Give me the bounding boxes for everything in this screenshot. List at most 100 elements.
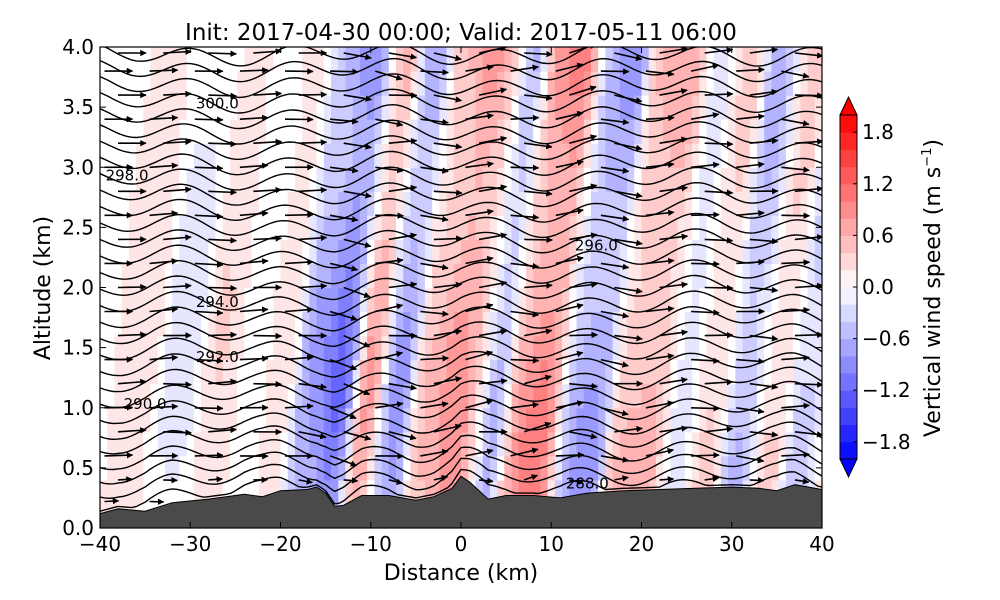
wind-cell	[605, 119, 614, 144]
wind-cell	[439, 407, 448, 433]
wind-cell	[237, 239, 245, 265]
wind-cell	[323, 215, 332, 240]
wind-cell	[222, 311, 231, 337]
wind-cell	[302, 71, 310, 96]
wind-arrow	[600, 166, 630, 174]
wind-cell	[345, 479, 354, 505]
wind-cell	[381, 95, 390, 120]
wind-cell	[497, 455, 505, 481]
wind-cell	[424, 455, 433, 481]
wind-cell	[280, 95, 289, 120]
wind-cell	[266, 215, 274, 240]
wind-cell	[728, 383, 736, 409]
wind-cell	[720, 263, 729, 289]
wind-cell	[807, 167, 816, 192]
wind-cell	[100, 143, 108, 168]
wind-cell	[266, 95, 274, 120]
wind-cell	[677, 335, 686, 361]
wind-cell	[583, 71, 592, 96]
wind-cell	[511, 71, 520, 96]
wind-cell	[562, 383, 570, 409]
wind-cell	[424, 95, 433, 120]
wind-arrow	[555, 207, 584, 217]
wind-cell	[208, 383, 217, 409]
wind-cell	[424, 215, 433, 240]
wind-cell	[612, 431, 621, 457]
wind-cell	[215, 239, 224, 265]
wind-cell	[822, 191, 830, 216]
wind-cell	[193, 311, 202, 337]
wind-cell	[294, 287, 303, 313]
wind-cell	[258, 479, 267, 505]
wind-vectors	[104, 47, 822, 505]
wind-cell	[316, 383, 325, 409]
wind-cell	[497, 287, 505, 313]
wind-cell	[244, 191, 253, 216]
wind-cell	[728, 119, 736, 144]
wind-cell	[229, 239, 238, 265]
wind-cell	[475, 407, 484, 433]
wind-cell	[107, 47, 116, 72]
wind-cell	[641, 71, 650, 96]
wind-arrow	[555, 350, 584, 361]
wind-cell	[757, 407, 765, 433]
wind-cell	[735, 383, 744, 409]
wind-cell	[446, 191, 455, 216]
wind-cell	[540, 407, 549, 433]
x-tick-label: −40	[79, 532, 121, 556]
wind-cell	[114, 311, 123, 337]
wind-cell	[619, 71, 628, 96]
wind-arrow	[343, 431, 372, 441]
wind-arrow	[600, 310, 630, 319]
wind-arrow	[555, 110, 584, 120]
wind-cell	[352, 95, 361, 120]
wind-cell	[302, 407, 310, 433]
wind-cell	[388, 431, 397, 457]
wind-cell	[468, 71, 477, 96]
wind-cell	[814, 359, 822, 385]
wind-cell	[525, 239, 534, 265]
wind-arrow	[253, 380, 283, 388]
wind-cell	[381, 335, 390, 361]
wind-cell	[569, 335, 578, 361]
wind-arrow	[794, 331, 822, 339]
wind-arrow	[298, 186, 328, 194]
wind-cell	[179, 143, 188, 168]
wind-cell	[215, 167, 224, 192]
wind-cell	[540, 383, 549, 409]
wind-arrow	[298, 234, 328, 242]
wind-cell	[150, 119, 159, 144]
wind-cell	[215, 479, 224, 505]
colorbar-segment	[840, 441, 857, 460]
wind-cell	[576, 239, 585, 265]
wind-arrow	[736, 455, 765, 464]
wind-cell	[583, 191, 592, 216]
wind-cell	[590, 407, 599, 433]
wind-cell	[713, 455, 722, 481]
wind-cell	[749, 95, 758, 120]
wind-arrow	[253, 332, 283, 340]
wind-cell	[800, 431, 809, 457]
wind-cell	[150, 143, 159, 168]
wind-cell	[598, 119, 606, 144]
wind-arrow	[149, 162, 179, 169]
wind-cell	[728, 287, 736, 313]
wind-cell	[229, 143, 238, 168]
wind-cell	[692, 359, 700, 385]
wind-cell	[359, 239, 368, 265]
wind-cell	[518, 167, 527, 192]
wind-cell	[749, 287, 758, 313]
wind-cell	[359, 479, 368, 505]
wind-cell	[713, 167, 722, 192]
wind-cell	[677, 167, 686, 192]
wind-cell	[742, 47, 751, 72]
wind-cell	[410, 239, 419, 265]
wind-arrow	[420, 262, 449, 271]
wind-cell	[684, 335, 693, 361]
wind-cell	[677, 95, 686, 120]
wind-cell	[482, 239, 491, 265]
wind-cell	[562, 191, 570, 216]
wind-arrow	[510, 447, 539, 457]
wind-cell	[121, 215, 130, 240]
wind-cell	[648, 383, 657, 409]
